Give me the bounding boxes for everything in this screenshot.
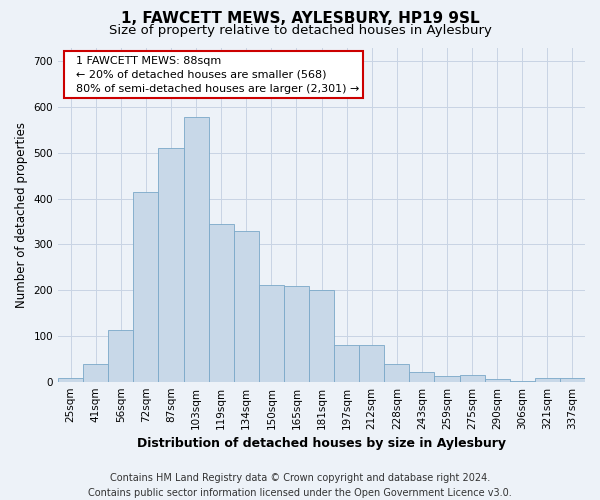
Bar — [460, 375, 485, 382]
Bar — [259, 284, 284, 382]
Bar — [233, 230, 259, 382]
Bar — [485, 380, 510, 382]
Bar — [209, 224, 233, 382]
Bar — [83, 364, 108, 382]
Bar — [434, 376, 460, 382]
Bar — [535, 378, 560, 382]
Bar — [284, 286, 309, 382]
Bar — [184, 117, 209, 382]
Bar — [309, 290, 334, 382]
Text: 1, FAWCETT MEWS, AYLESBURY, HP19 9SL: 1, FAWCETT MEWS, AYLESBURY, HP19 9SL — [121, 11, 479, 26]
Text: 1 FAWCETT MEWS: 88sqm
  ← 20% of detached houses are smaller (568)
  80% of semi: 1 FAWCETT MEWS: 88sqm ← 20% of detached … — [68, 56, 359, 94]
Bar — [158, 148, 184, 382]
Bar — [560, 378, 585, 382]
Text: Size of property relative to detached houses in Aylesbury: Size of property relative to detached ho… — [109, 24, 491, 37]
Text: Contains HM Land Registry data © Crown copyright and database right 2024.
Contai: Contains HM Land Registry data © Crown c… — [88, 472, 512, 498]
Bar — [108, 330, 133, 382]
Bar — [58, 378, 83, 382]
Bar — [384, 364, 409, 382]
Y-axis label: Number of detached properties: Number of detached properties — [15, 122, 28, 308]
Bar — [334, 345, 359, 382]
Bar — [409, 372, 434, 382]
Bar — [359, 345, 384, 382]
Bar — [133, 192, 158, 382]
X-axis label: Distribution of detached houses by size in Aylesbury: Distribution of detached houses by size … — [137, 437, 506, 450]
